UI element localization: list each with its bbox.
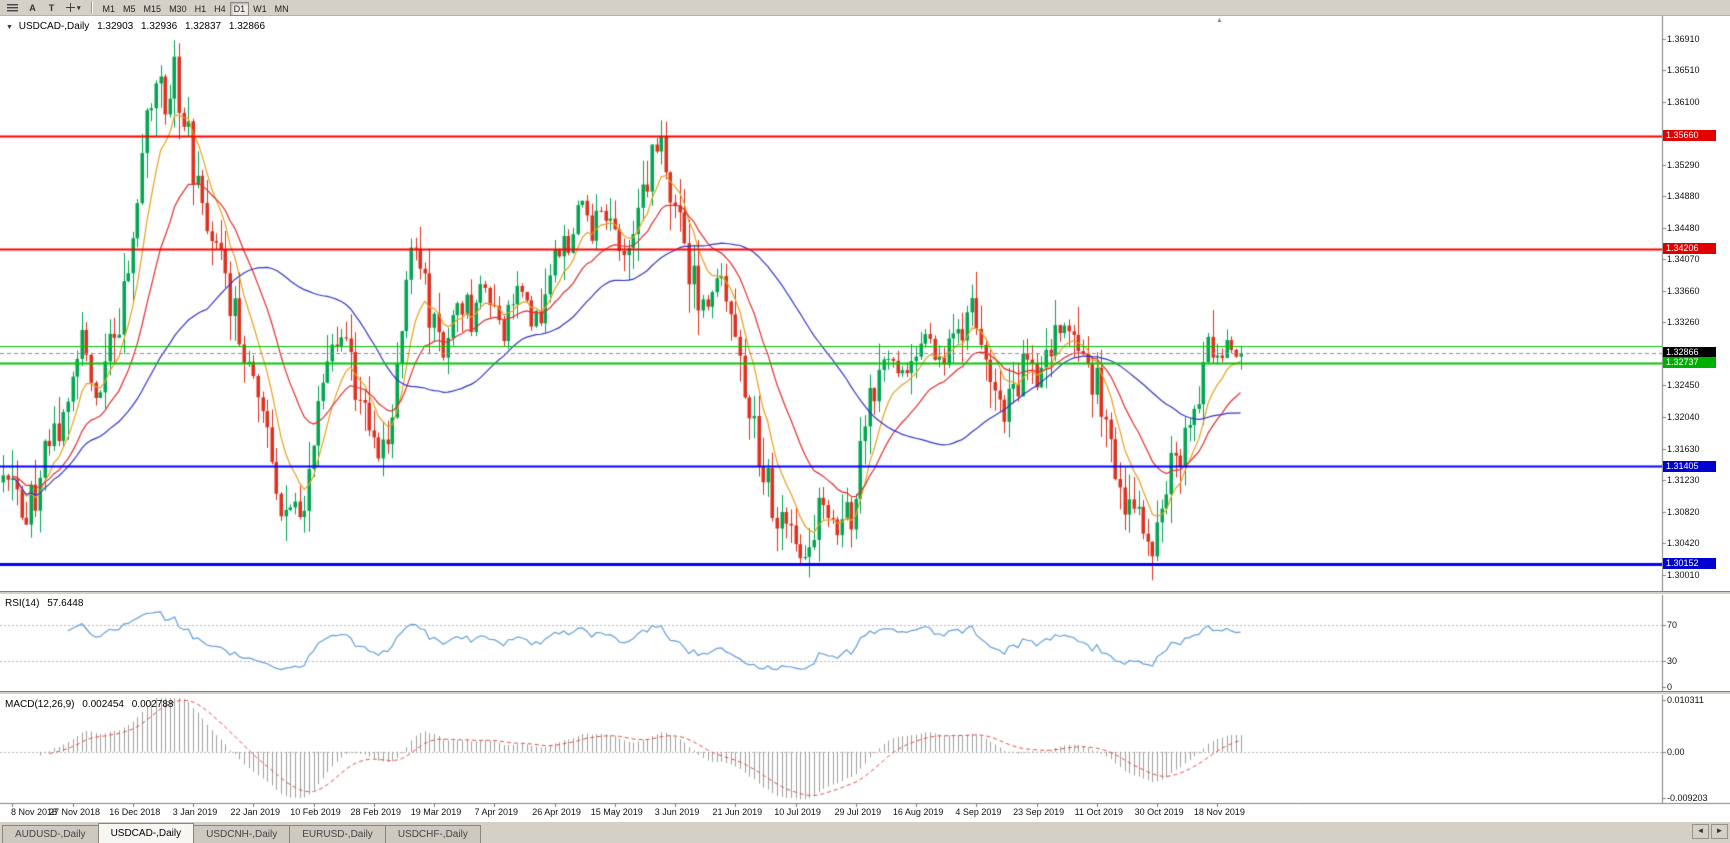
timeframe-button-m15[interactable]: M15 [140, 2, 166, 16]
chart-shift-marker-icon: ▲ [1216, 17, 1223, 24]
ohlc-open: 1.32903 [97, 21, 134, 32]
price-badge: 1.32866 [1663, 347, 1716, 359]
date-axis-label: 15 May 2019 [590, 807, 643, 817]
timeframe-button-mn[interactable]: MN [271, 2, 293, 16]
date-axis-label: 10 Jul 2019 [774, 807, 821, 817]
ohlc-close: 1.32866 [228, 21, 266, 32]
tab-scroll-arrows: ◄ ► [1692, 822, 1728, 843]
price-axis-label: 1.30420 [1667, 537, 1700, 548]
date-axis-label: 11 Oct 2019 [1074, 807, 1124, 817]
chart-header: ▼ USDCAD-,Daily 1.32903 1.32936 1.32837 … [6, 21, 270, 32]
rsi-panel-divider[interactable] [0, 591, 1730, 595]
date-axis-label: 3 Jun 2019 [654, 807, 700, 817]
price-axis-label: 1.30010 [1667, 569, 1700, 580]
toolbar-separator [90, 2, 93, 13]
timeframe-button-h4[interactable]: H4 [210, 2, 230, 16]
price-axis-label: 1.32450 [1667, 380, 1700, 391]
date-axis-label: 29 Jul 2019 [834, 807, 882, 817]
price-axis-label: 1.36100 [1667, 96, 1700, 107]
date-axis-label: 23 Sep 2019 [1013, 807, 1065, 817]
rsi-title: RSI(14) [5, 598, 40, 609]
price-axis-label: 1.34070 [1667, 254, 1700, 265]
timeframe-button-d1[interactable]: D1 [229, 1, 250, 16]
top-toolbar: A T ▾ M1 M5 M15 M30 H1 H4 D1 W1 MN [0, 0, 1730, 16]
rsi-value: 57.6448 [47, 598, 84, 609]
timeframe-group: M1 M5 M15 M30 H1 H4 D1 W1 MN [99, 0, 293, 17]
chart-tab-usdchf[interactable]: USDCHF-,Daily [384, 825, 481, 843]
macd-signal-value: 0.002788 [131, 699, 174, 710]
price-chart-canvas[interactable] [0, 16, 1730, 821]
price-badge: 1.31405 [1663, 460, 1716, 472]
dropdown-caret-icon: ▾ [77, 4, 81, 12]
ohlc-high: 1.32936 [141, 21, 178, 32]
collapse-arrow-icon[interactable]: ▼ [6, 24, 13, 31]
macd-axis-label: 0.00 [1667, 746, 1685, 757]
price-axis-label: 1.32040 [1667, 412, 1700, 423]
macd-axis-label: 0.010311 [1667, 695, 1704, 705]
chart-tab-eurusd[interactable]: EURUSD-,Daily [289, 825, 386, 843]
price-axis-label: 1.36510 [1667, 64, 1700, 75]
rsi-axis-label: 30 [1667, 655, 1678, 666]
timeframe-button-m5[interactable]: M5 [119, 2, 140, 16]
rsi-header: RSI(14) 57.6448 [5, 598, 88, 609]
price-axis-label: 1.34880 [1667, 191, 1700, 202]
price-axis-label: 1.31230 [1667, 475, 1700, 486]
chart-tab-bar: AUDUSD-,Daily USDCAD-,Daily USDCNH-,Daily E… [0, 821, 1730, 843]
ohlc-low: 1.32837 [184, 21, 222, 32]
chart-tab-usdcnh[interactable]: USDCNH-,Daily [193, 825, 291, 843]
timeframe-button-m30[interactable]: M30 [165, 2, 191, 16]
price-axis-label: 1.33660 [1667, 286, 1700, 297]
tabs-scroll-left-button[interactable]: ◄ [1692, 823, 1709, 839]
date-axis-label: 3 Jan 2019 [172, 807, 218, 817]
date-axis-label: 7 Apr 2019 [474, 807, 519, 817]
price-badge: 1.34206 [1663, 243, 1716, 255]
chart-tab-usdcad[interactable]: USDCAD-,Daily [97, 823, 195, 843]
date-axis-label: 19 Mar 2019 [410, 807, 462, 817]
price-axis-label: 1.35290 [1667, 159, 1700, 170]
date-axis-label: 10 Feb 2019 [290, 807, 341, 817]
price-axis-label: 1.34480 [1667, 222, 1700, 233]
indicators-list-button[interactable] [3, 1, 22, 15]
date-axis-label: 21 Jun 2019 [712, 807, 763, 817]
date-axis-label: 28 Feb 2019 [350, 807, 402, 817]
macd-title: MACD(12,26,9) [5, 699, 75, 710]
crosshair-icon [66, 3, 75, 12]
price-axis-label: 1.30820 [1667, 506, 1700, 517]
date-axis-label: 26 Apr 2019 [532, 807, 581, 817]
timeframe-button-h1[interactable]: H1 [191, 2, 211, 16]
date-axis-label: 22 Jan 2019 [230, 807, 281, 817]
date-axis-label: 8 Nov 2018 [10, 807, 58, 817]
tabs-scroll-right-button[interactable]: ► [1711, 823, 1728, 839]
list-icon [7, 4, 18, 12]
macd-main-value: 0.002454 [82, 699, 124, 710]
date-axis-label: 16 Dec 2018 [109, 807, 161, 817]
macd-panel-divider[interactable] [0, 691, 1730, 695]
text-tool-button[interactable]: T [43, 1, 60, 15]
price-badge: 1.35660 [1663, 130, 1716, 142]
chart-tab-audusd[interactable]: AUDUSD-,Daily [2, 825, 99, 843]
font-tool-button[interactable]: A [24, 1, 41, 15]
timeframe-button-m1[interactable]: M1 [99, 2, 120, 16]
price-badge: 1.30152 [1663, 558, 1716, 570]
date-axis-label: 16 Aug 2019 [892, 807, 944, 817]
rsi-axis-label: 0 [1667, 682, 1673, 692]
date-axis-label: 4 Sep 2019 [955, 807, 1002, 817]
date-axis-label: 18 Nov 2019 [1193, 807, 1245, 817]
chart-symbol-label: USDCAD-,Daily [18, 21, 90, 32]
price-badge: 1.32737 [1663, 357, 1716, 369]
rsi-axis-label: 70 [1667, 620, 1678, 631]
crosshair-tool-button[interactable]: ▾ [62, 1, 85, 15]
macd-axis-label: -0.009203 [1667, 793, 1708, 803]
price-axis-label: 1.36910 [1667, 33, 1700, 44]
timeframe-button-w1[interactable]: W1 [249, 2, 271, 16]
date-axis-label: 30 Oct 2019 [1134, 807, 1184, 817]
price-axis-label: 1.31630 [1667, 443, 1700, 454]
macd-header: MACD(12,26,9) 0.002454 0.002788 [5, 699, 178, 710]
chart-tabs: AUDUSD-,Daily USDCAD-,Daily USDCNH-,Daily E… [2, 822, 481, 843]
date-axis-label: 27 Nov 2018 [48, 807, 101, 817]
price-axis-label: 1.33260 [1667, 317, 1700, 328]
